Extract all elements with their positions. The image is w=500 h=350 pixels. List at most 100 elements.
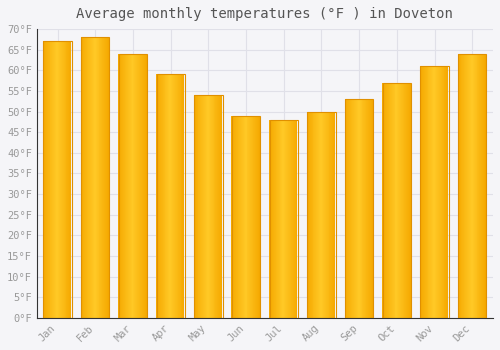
Bar <box>252 116 253 318</box>
Bar <box>408 83 410 318</box>
Bar <box>470 54 471 318</box>
Bar <box>251 116 252 318</box>
Bar <box>44 41 72 318</box>
Bar <box>296 120 298 318</box>
Bar <box>308 112 310 318</box>
Bar <box>240 116 241 318</box>
Bar <box>330 112 332 318</box>
Bar <box>244 116 246 318</box>
Bar <box>354 99 355 318</box>
Bar <box>208 95 209 318</box>
Bar <box>385 83 386 318</box>
Bar <box>369 99 370 318</box>
Bar <box>270 120 298 318</box>
Bar <box>94 37 95 318</box>
Bar <box>50 41 51 318</box>
Bar <box>322 112 323 318</box>
Bar <box>202 95 203 318</box>
Bar <box>156 75 185 318</box>
Bar <box>142 54 143 318</box>
Bar <box>81 37 110 318</box>
Bar <box>366 99 367 318</box>
Bar <box>434 66 435 318</box>
Bar <box>54 41 55 318</box>
Bar <box>436 66 437 318</box>
Bar <box>271 120 272 318</box>
Bar <box>308 112 309 318</box>
Bar <box>269 120 270 318</box>
Bar <box>318 112 319 318</box>
Bar <box>92 37 93 318</box>
Bar <box>346 99 348 318</box>
Bar <box>216 95 218 318</box>
Bar <box>391 83 392 318</box>
Bar <box>80 37 82 318</box>
Bar <box>100 37 102 318</box>
Bar <box>253 116 254 318</box>
Bar <box>236 116 237 318</box>
Bar <box>398 83 400 318</box>
Bar <box>355 99 356 318</box>
Bar <box>220 95 221 318</box>
Bar <box>137 54 138 318</box>
Bar <box>166 75 168 318</box>
Bar <box>136 54 137 318</box>
Bar <box>420 66 449 318</box>
Bar <box>465 54 466 318</box>
Bar <box>446 66 448 318</box>
Bar <box>90 37 91 318</box>
Bar <box>317 112 318 318</box>
Bar <box>125 54 126 318</box>
Bar <box>218 95 219 318</box>
Bar <box>259 116 260 318</box>
Bar <box>160 75 161 318</box>
Bar <box>383 83 411 318</box>
Bar <box>178 75 180 318</box>
Bar <box>198 95 200 318</box>
Bar <box>462 54 464 318</box>
Bar <box>234 116 236 318</box>
Bar <box>278 120 280 318</box>
Bar <box>478 54 480 318</box>
Bar <box>66 41 68 318</box>
Bar <box>232 116 234 318</box>
Bar <box>310 112 312 318</box>
Bar <box>173 75 174 318</box>
Bar <box>474 54 476 318</box>
Bar <box>400 83 401 318</box>
Bar <box>256 116 257 318</box>
Bar <box>428 66 430 318</box>
Bar <box>70 41 71 318</box>
Bar <box>212 95 214 318</box>
Bar <box>357 99 358 318</box>
Bar <box>458 54 486 318</box>
Bar <box>344 99 346 318</box>
Bar <box>471 54 472 318</box>
Bar <box>334 112 335 318</box>
Bar <box>291 120 292 318</box>
Bar <box>86 37 88 318</box>
Bar <box>433 66 434 318</box>
Bar <box>370 99 371 318</box>
Bar <box>144 54 146 318</box>
Bar <box>472 54 473 318</box>
Bar <box>276 120 278 318</box>
Bar <box>401 83 402 318</box>
Bar <box>88 37 89 318</box>
Bar <box>172 75 173 318</box>
Bar <box>176 75 177 318</box>
Bar <box>396 83 398 318</box>
Bar <box>394 83 396 318</box>
Bar <box>324 112 325 318</box>
Bar <box>272 120 273 318</box>
Bar <box>483 54 484 318</box>
Title: Average monthly temperatures (°F ) in Doveton: Average monthly temperatures (°F ) in Do… <box>76 7 454 21</box>
Bar <box>287 120 288 318</box>
Bar <box>139 54 140 318</box>
Bar <box>98 37 100 318</box>
Bar <box>286 120 287 318</box>
Bar <box>43 41 44 318</box>
Bar <box>350 99 351 318</box>
Bar <box>282 120 284 318</box>
Bar <box>402 83 403 318</box>
